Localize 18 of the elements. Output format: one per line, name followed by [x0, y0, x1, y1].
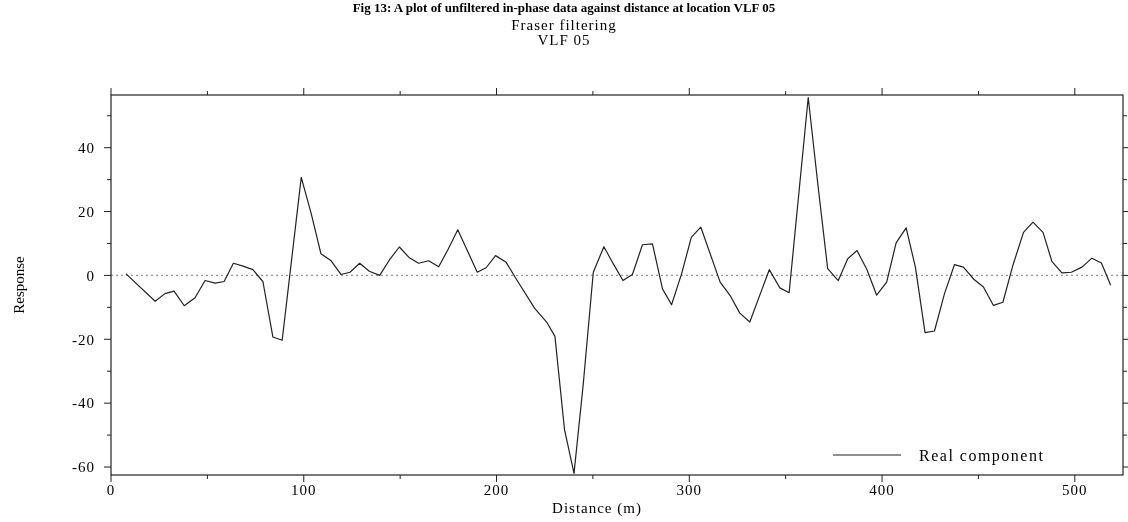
y-tick-label: 40	[78, 139, 95, 156]
x-tick-label: 200	[483, 482, 510, 498]
x-tick-label: 100	[291, 482, 317, 498]
x-tick-label: 0	[106, 482, 116, 498]
y-tick-label: -40	[72, 395, 95, 412]
y-axis-title: Response	[11, 255, 27, 314]
chart-subtitle: VLF 05	[537, 32, 591, 48]
x-axis-title: Distance (m)	[552, 500, 642, 517]
x-tick-label: 300	[676, 482, 703, 498]
caption: Fig 13: A plot of unfiltered in-phase data against distance at location VLF 05	[352, 0, 776, 15]
chart-title: Fraser filtering	[511, 17, 617, 33]
x-tick-label: 500	[1062, 482, 1088, 498]
y-tick-label: 0	[86, 267, 95, 284]
legend-label: Real component	[919, 446, 1045, 465]
y-tick-label: 20	[78, 203, 95, 220]
y-tick-label: -20	[72, 331, 95, 348]
x-tick-label: 400	[869, 482, 895, 498]
y-tick-label: -60	[72, 459, 95, 476]
